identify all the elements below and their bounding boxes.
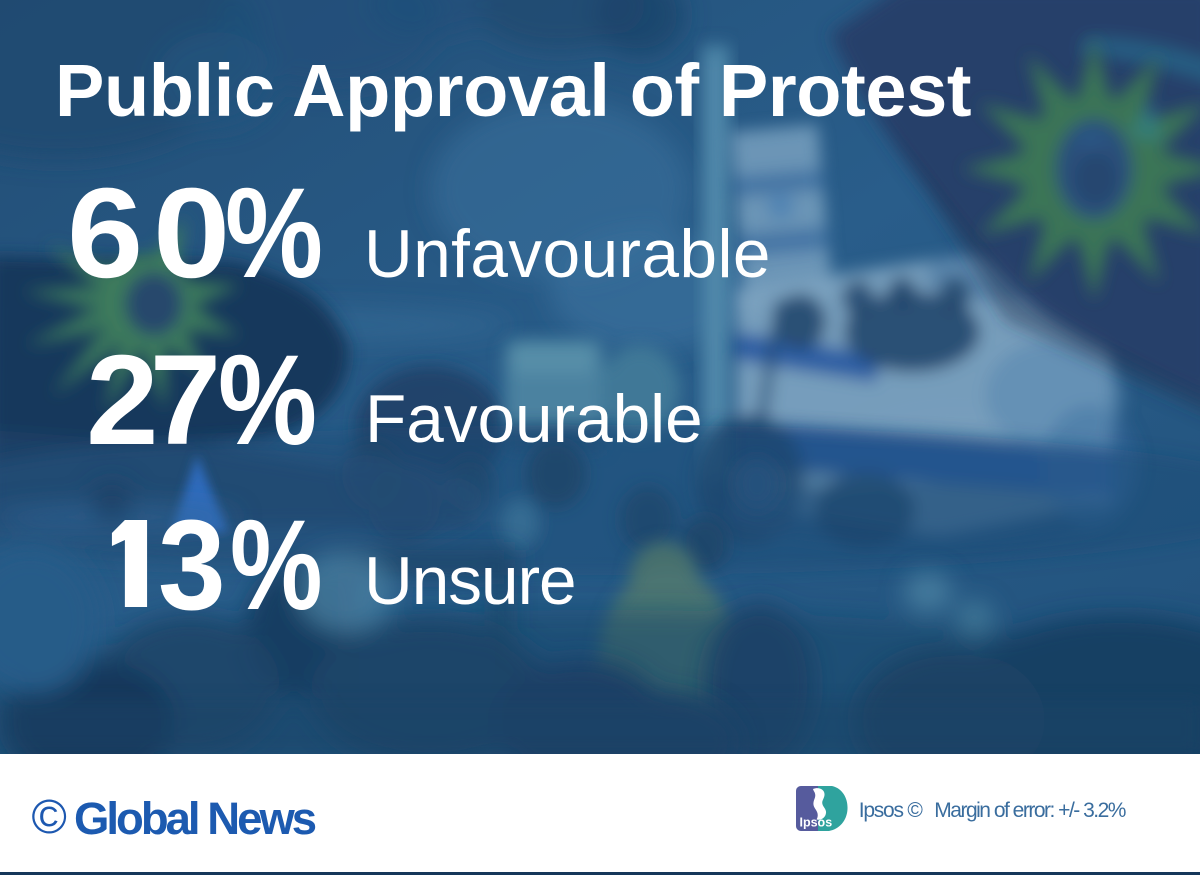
svg-text:Ipsos: Ipsos [800,816,833,830]
